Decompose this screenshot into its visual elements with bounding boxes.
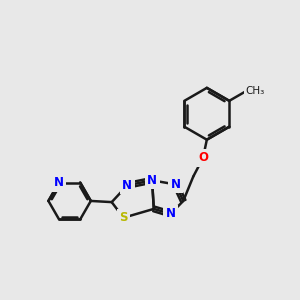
Text: N: N [54, 176, 64, 189]
Text: N: N [166, 207, 176, 220]
Text: S: S [119, 211, 128, 224]
Text: N: N [171, 178, 181, 191]
Text: O: O [198, 152, 208, 164]
Text: N: N [122, 179, 132, 192]
Text: CH₃: CH₃ [246, 86, 265, 96]
Text: N: N [147, 174, 157, 187]
